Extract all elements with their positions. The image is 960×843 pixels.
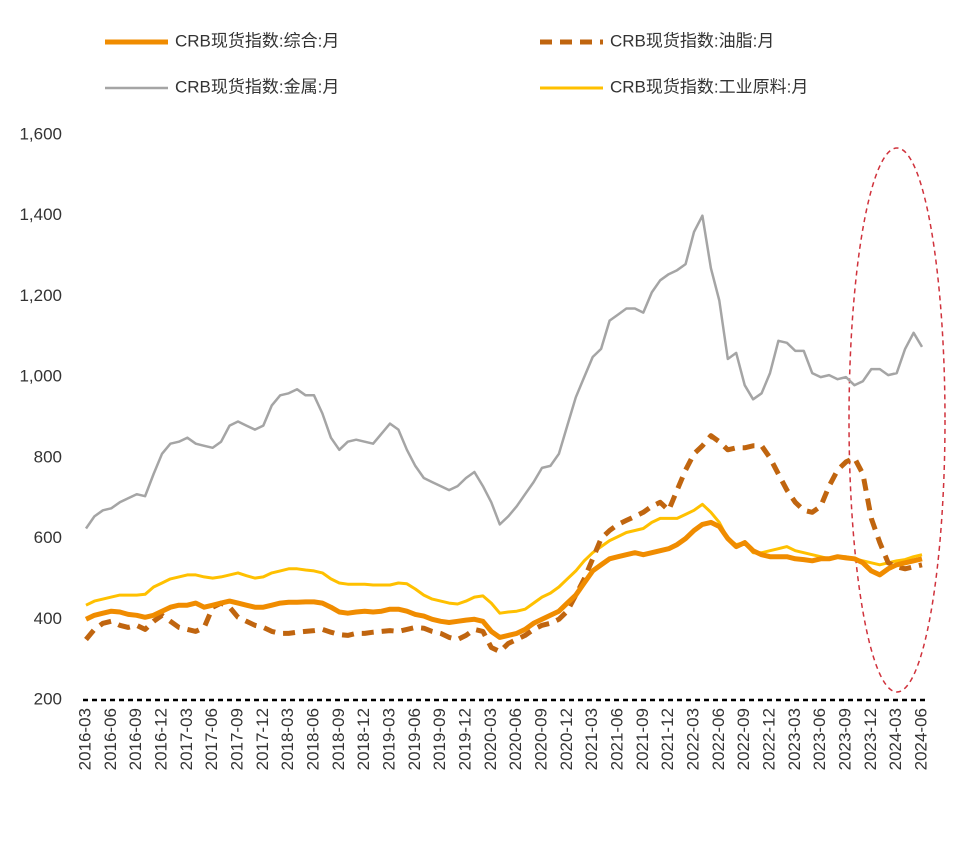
x-tick-label: 2018-06 — [303, 708, 322, 770]
x-tick-label: 2017-09 — [227, 708, 246, 770]
x-tick-label: 2016-12 — [151, 708, 170, 770]
x-tick-label: 2020-12 — [557, 708, 576, 770]
series-line — [84, 433, 923, 655]
legend-label: CRB现货指数:油脂:月 — [610, 31, 774, 50]
x-tick-label: 2020-03 — [481, 708, 500, 770]
x-tick-label: 2018-12 — [354, 708, 373, 770]
x-tick-label: 2022-09 — [734, 708, 753, 770]
y-tick-label: 400 — [34, 609, 62, 628]
x-tick-label: 2017-12 — [253, 708, 272, 770]
x-tick-label: 2016-03 — [75, 708, 94, 770]
series-line — [84, 519, 923, 640]
y-tick-label: 1,400 — [19, 205, 62, 224]
x-tick-label: 2022-06 — [709, 708, 728, 770]
legend-label: CRB现货指数:金属:月 — [175, 77, 339, 96]
x-tick-label: 2021-06 — [607, 708, 626, 770]
x-tick-label: 2016-09 — [126, 708, 145, 770]
x-tick-label: 2023-03 — [785, 708, 804, 770]
x-tick-label: 2023-12 — [861, 708, 880, 770]
x-tick-label: 2021-03 — [582, 708, 601, 770]
x-tick-label: 2024-06 — [911, 708, 930, 770]
x-tick-label: 2019-03 — [379, 708, 398, 770]
legend-label: CRB现货指数:综合:月 — [175, 31, 339, 50]
x-tick-label: 2020-06 — [506, 708, 525, 770]
x-tick-label: 2020-09 — [531, 708, 550, 770]
y-tick-label: 1,000 — [19, 367, 62, 386]
y-tick-label: 1,600 — [19, 124, 62, 143]
legend-label: CRB现货指数:工业原料:月 — [610, 77, 808, 96]
x-tick-label: 2024-03 — [886, 708, 905, 770]
x-tick-label: 2022-12 — [759, 708, 778, 770]
x-tick-label: 2018-03 — [278, 708, 297, 770]
x-tick-label: 2017-06 — [202, 708, 221, 770]
x-tick-label: 2022-03 — [683, 708, 702, 770]
x-tick-label: 2017-03 — [177, 708, 196, 770]
x-tick-label: 2023-09 — [835, 708, 854, 770]
x-tick-label: 2021-09 — [633, 708, 652, 770]
y-tick-label: 600 — [34, 528, 62, 547]
x-tick-label: 2021-12 — [658, 708, 677, 770]
series-line — [85, 502, 923, 615]
series-line — [84, 214, 924, 530]
x-tick-label: 2019-12 — [455, 708, 474, 770]
highlight-ellipse — [848, 147, 946, 693]
x-tick-label: 2023-06 — [810, 708, 829, 770]
x-tick-label: 2016-06 — [101, 708, 120, 770]
x-tick-label: 2019-09 — [430, 708, 449, 770]
y-tick-label: 200 — [34, 689, 62, 708]
x-tick-label: 2019-06 — [405, 708, 424, 770]
y-tick-label: 800 — [34, 447, 62, 466]
x-tick-label: 2018-09 — [329, 708, 348, 770]
y-tick-label: 1,200 — [19, 286, 62, 305]
